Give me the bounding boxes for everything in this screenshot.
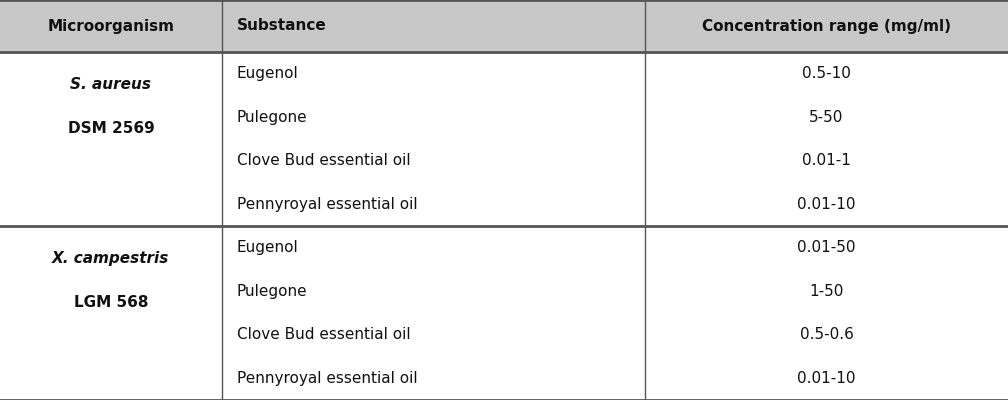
Text: Eugenol: Eugenol: [237, 240, 298, 255]
Text: 5-50: 5-50: [809, 110, 844, 125]
Text: Pennyroyal essential oil: Pennyroyal essential oil: [237, 197, 417, 212]
Text: 1-50: 1-50: [809, 284, 844, 299]
Text: X. campestris: X. campestris: [52, 251, 169, 266]
Text: Substance: Substance: [237, 18, 327, 34]
Text: Clove Bud essential oil: Clove Bud essential oil: [237, 327, 410, 342]
Text: Pennyroyal essential oil: Pennyroyal essential oil: [237, 371, 417, 386]
Text: Clove Bud essential oil: Clove Bud essential oil: [237, 153, 410, 168]
Text: Pulegone: Pulegone: [237, 284, 307, 299]
Text: LGM 568: LGM 568: [74, 295, 148, 310]
Text: Eugenol: Eugenol: [237, 66, 298, 81]
Text: Microorganism: Microorganism: [47, 18, 174, 34]
Text: 0.01-50: 0.01-50: [797, 240, 856, 255]
Text: S. aureus: S. aureus: [71, 77, 151, 92]
Text: Pulegone: Pulegone: [237, 110, 307, 125]
Bar: [0, 0, 1008, 52]
Text: 0.5-0.6: 0.5-0.6: [799, 327, 854, 342]
Text: Concentration range (mg/ml): Concentration range (mg/ml): [702, 18, 952, 34]
Text: 0.01-10: 0.01-10: [797, 197, 856, 212]
Text: 0.01-10: 0.01-10: [797, 371, 856, 386]
Text: 0.01-1: 0.01-1: [802, 153, 851, 168]
Text: DSM 2569: DSM 2569: [68, 121, 154, 136]
Text: 0.5-10: 0.5-10: [802, 66, 851, 81]
